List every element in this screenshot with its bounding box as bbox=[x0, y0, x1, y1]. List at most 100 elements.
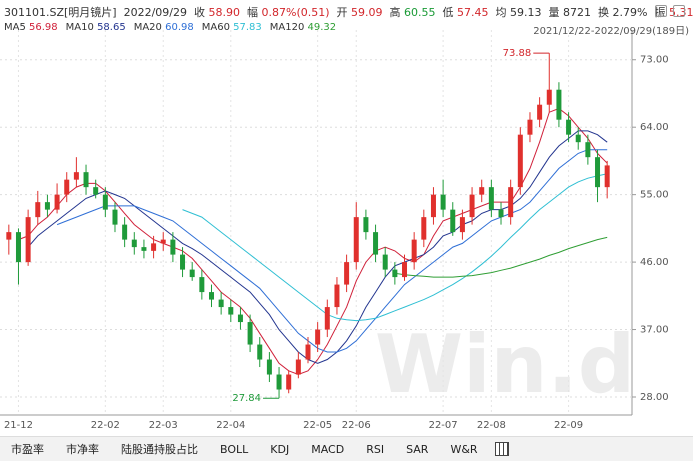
field-label: 均 bbox=[495, 6, 507, 19]
legend-name: MA20 bbox=[133, 22, 162, 33]
field-value: 2.79% bbox=[612, 6, 648, 19]
header-field: 换 2.79% bbox=[598, 4, 647, 20]
header-field: 2022/09/29 bbox=[123, 5, 187, 19]
candle-body bbox=[73, 172, 79, 180]
x-tick-label: 22-04 bbox=[216, 420, 245, 431]
legend: MA5 56.98 MA10 58.65 MA20 60.98 MA60 57.83 M… bbox=[4, 22, 336, 33]
header-field: 均 59.13 bbox=[496, 4, 542, 20]
tab[interactable]: RSI bbox=[366, 442, 385, 456]
x-tick-label: 22-08 bbox=[477, 420, 506, 431]
candle-body bbox=[595, 157, 601, 188]
tab[interactable]: W&R bbox=[450, 442, 478, 456]
ma-line bbox=[394, 236, 608, 278]
field-value: 59.09 bbox=[351, 6, 383, 19]
tab[interactable]: 陆股通持股占比 bbox=[121, 443, 198, 456]
ma-line bbox=[56, 149, 608, 353]
tab[interactable]: 市盈率 bbox=[11, 443, 44, 456]
quote-header: 301101.SZ[明月镜片] 2022/09/29 收 58.90 幅 0.87%(… bbox=[4, 3, 693, 21]
candle-body bbox=[131, 239, 137, 248]
icon[interactable] bbox=[655, 5, 667, 17]
header-field: 量 8721 bbox=[549, 4, 592, 20]
candle-body bbox=[575, 134, 581, 143]
header-field: 301101.SZ[明月镜片] bbox=[4, 6, 117, 19]
candle-body bbox=[508, 187, 514, 218]
field-value: 60.55 bbox=[404, 6, 436, 19]
candle-body bbox=[324, 307, 330, 330]
candle-body bbox=[237, 314, 243, 323]
candle-body bbox=[373, 232, 379, 255]
candle-body bbox=[112, 209, 118, 225]
tab[interactable]: MACD bbox=[311, 442, 345, 456]
y-tick-label: 28.00 bbox=[640, 392, 669, 403]
max-annotation: 73.88 bbox=[503, 48, 532, 59]
header-field: 幅 0.87%(0.51) bbox=[247, 4, 330, 20]
candle-body bbox=[160, 239, 166, 244]
date-range: 2021/12/22-2022/09/29(189日) bbox=[533, 26, 689, 37]
field-value: 0.87%(0.51) bbox=[261, 6, 330, 19]
candle-body bbox=[54, 194, 60, 210]
legend-value: 57.83 bbox=[233, 22, 262, 33]
legend-name: MA10 bbox=[65, 22, 94, 33]
legend-name: MA120 bbox=[269, 22, 305, 33]
field-value: 57.45 bbox=[457, 6, 489, 19]
candle-body bbox=[546, 89, 552, 105]
legend-value: 60.98 bbox=[165, 22, 194, 33]
candle-body bbox=[315, 329, 321, 345]
field-label: 换 bbox=[598, 6, 610, 19]
field-label: 低 bbox=[442, 6, 454, 19]
icon[interactable] bbox=[673, 5, 685, 17]
toolbar-icons[interactable] bbox=[655, 5, 685, 17]
candle-body bbox=[257, 344, 263, 360]
candle-body bbox=[44, 202, 50, 210]
candle-body bbox=[440, 194, 446, 210]
candle-body bbox=[141, 247, 147, 251]
field-label: 收 bbox=[194, 6, 205, 19]
candle-body bbox=[189, 269, 195, 278]
grid-button[interactable] bbox=[494, 442, 509, 456]
tab[interactable]: 市净率 bbox=[66, 443, 99, 456]
x-tick-label: 22-02 bbox=[91, 420, 120, 431]
candle-body bbox=[35, 202, 41, 218]
legend-entry: MA60 57.83 bbox=[202, 22, 262, 33]
candle-body bbox=[459, 217, 465, 233]
candle-body bbox=[199, 277, 205, 293]
candle-body bbox=[334, 284, 340, 308]
ma-line bbox=[182, 173, 608, 322]
x-tick-label: 22-09 bbox=[554, 420, 583, 431]
field-label: 振 bbox=[654, 6, 666, 19]
candle-body bbox=[122, 224, 128, 240]
tab[interactable]: SAR bbox=[406, 442, 429, 456]
candle-body bbox=[585, 142, 591, 158]
min-annotation: 27.84 bbox=[232, 393, 261, 404]
candle-body bbox=[402, 262, 408, 278]
x-tick-label: 21-12 bbox=[4, 420, 33, 431]
legend-name: MA5 bbox=[4, 22, 26, 33]
candle-body bbox=[488, 187, 494, 210]
header-field: 低 57.45 bbox=[443, 4, 489, 20]
y-tick-label: 73.00 bbox=[640, 55, 669, 66]
candle-body bbox=[93, 187, 99, 195]
candle-body bbox=[498, 209, 504, 218]
field-value: 58.90 bbox=[208, 6, 241, 19]
candle-body bbox=[102, 194, 108, 210]
field-value: 59.13 bbox=[510, 6, 542, 19]
x-tick-label: 22-07 bbox=[429, 420, 458, 431]
y-tick-label: 37.00 bbox=[640, 325, 669, 336]
x-tick-label: 22-03 bbox=[149, 420, 178, 431]
candle-body bbox=[276, 374, 282, 390]
y-tick-label: 64.00 bbox=[640, 122, 669, 133]
y-tick-label: 46.00 bbox=[640, 257, 669, 268]
legend-entry: MA5 56.98 bbox=[4, 22, 58, 33]
candle-body bbox=[392, 269, 398, 278]
candle-body bbox=[517, 134, 523, 188]
field-label: 高 bbox=[389, 6, 401, 19]
field-value: 8721 bbox=[563, 6, 592, 19]
candle-body bbox=[83, 172, 89, 188]
tab[interactable]: KDJ bbox=[270, 442, 290, 456]
tab[interactable]: BOLL bbox=[220, 442, 249, 456]
candle-body bbox=[411, 239, 417, 263]
candle-body bbox=[305, 344, 311, 360]
candle-body bbox=[266, 359, 272, 375]
legend-value: 49.32 bbox=[307, 22, 337, 33]
